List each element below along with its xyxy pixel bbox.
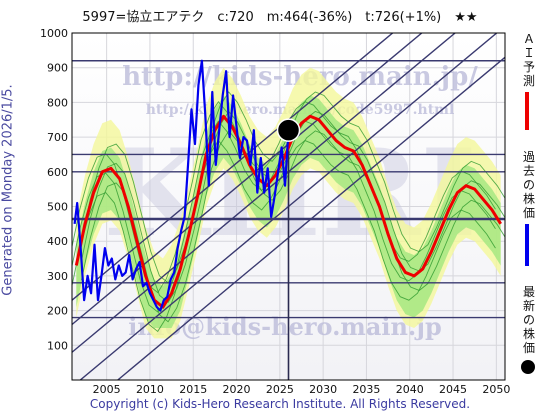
legend-ai-forecast-label: ＡＩ予測 <box>523 32 536 88</box>
legend-past-price-label: 過去の株価 <box>523 150 536 220</box>
legend-past-price-swatch <box>525 224 529 266</box>
simulation-path <box>81 110 505 303</box>
past-price-line <box>73 59 290 312</box>
horizontal-levels <box>72 60 505 380</box>
y-tick-label: 900 <box>47 62 68 75</box>
x-tick-label: 2050 <box>482 383 510 396</box>
y-tick-label: 600 <box>47 166 68 179</box>
copyright-footer: Copyright (c) Kids-Hero Research Institu… <box>89 397 471 411</box>
current-price-marker <box>276 118 301 142</box>
y-tick-label: 100 <box>47 339 68 352</box>
x-tick-label: 2045 <box>439 383 467 396</box>
x-tick-label: 2040 <box>396 383 424 396</box>
y-tick-label: 300 <box>47 270 68 283</box>
x-tick-label: 2020 <box>223 383 251 396</box>
x-tick-label: 2025 <box>266 383 294 396</box>
x-tick-label: 2035 <box>352 383 380 396</box>
y-tick-label: 200 <box>47 305 68 318</box>
x-tick-label: 2030 <box>309 383 337 396</box>
y-tick-label: 700 <box>47 131 68 144</box>
legend-ai-forecast-swatch <box>525 92 529 130</box>
x-tick-label: 2010 <box>136 383 164 396</box>
y-tick-label: 400 <box>47 235 68 248</box>
projection-bands <box>72 67 505 339</box>
x-tick-label: 2015 <box>179 383 207 396</box>
plot-frame <box>71 32 506 381</box>
series-group <box>73 59 502 312</box>
y-tick-label: 800 <box>47 96 68 109</box>
axis-ticks: 100 200 300 400 500 600 700 800 900 1000 2005 2010 2… <box>40 27 510 396</box>
x-tick-label: 2005 <box>93 383 121 396</box>
projection-core-band <box>76 95 501 328</box>
legend-latest-price-label: 最新の株価 <box>523 285 536 355</box>
y-tick-label: 500 <box>47 201 68 214</box>
y-tick-label: 1000 <box>40 27 68 40</box>
legend-latest-price-dot <box>521 360 535 374</box>
chart-title: 5997=協立エアテク c:720 m:464(-36%) t:726(+1%)… <box>82 10 478 25</box>
